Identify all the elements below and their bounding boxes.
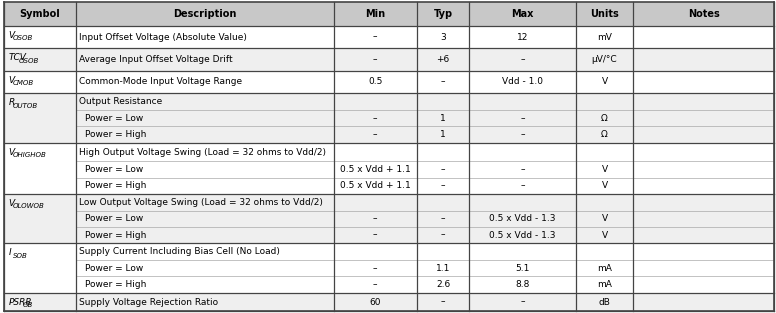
Text: V: V <box>601 231 608 239</box>
Text: Ω: Ω <box>601 130 608 139</box>
Text: V: V <box>9 31 15 40</box>
Text: +6: +6 <box>436 55 450 64</box>
Bar <box>4 26 774 48</box>
Text: dB: dB <box>598 297 611 306</box>
Text: 1: 1 <box>440 114 446 123</box>
Text: OB: OB <box>23 302 33 308</box>
Text: mA: mA <box>597 280 612 289</box>
Text: Power = Low: Power = Low <box>85 114 143 123</box>
Text: 8.8: 8.8 <box>515 280 530 289</box>
Text: Power = High: Power = High <box>85 130 146 139</box>
Text: Ω: Ω <box>601 114 608 123</box>
Text: 1.1: 1.1 <box>436 264 450 273</box>
Text: OLOWOB: OLOWOB <box>12 203 44 209</box>
Text: SOB: SOB <box>12 253 27 259</box>
Text: –: – <box>441 297 445 306</box>
Text: R: R <box>9 98 15 107</box>
Text: Supply Voltage Rejection Ratio: Supply Voltage Rejection Ratio <box>79 297 219 306</box>
Text: μV/°C: μV/°C <box>592 55 618 64</box>
Text: Power = High: Power = High <box>85 181 146 190</box>
Text: V: V <box>9 76 15 85</box>
Text: –: – <box>373 280 378 289</box>
Text: 0.5: 0.5 <box>368 77 383 86</box>
Text: –: – <box>373 33 378 42</box>
Bar <box>4 71 774 93</box>
Bar <box>4 143 774 194</box>
Text: V: V <box>601 214 608 223</box>
Text: Notes: Notes <box>688 9 720 19</box>
Text: 3: 3 <box>440 33 446 42</box>
Text: Input Offset Voltage (Absolute Value): Input Offset Voltage (Absolute Value) <box>79 33 248 42</box>
Text: –: – <box>373 264 378 273</box>
Text: OHIGHOB: OHIGHOB <box>12 152 47 158</box>
Text: Average Input Offset Voltage Drift: Average Input Offset Voltage Drift <box>79 55 233 64</box>
Text: –: – <box>441 214 445 223</box>
Bar <box>4 2 774 26</box>
Text: 12: 12 <box>517 33 528 42</box>
Text: –: – <box>373 114 378 123</box>
Text: Power = High: Power = High <box>85 280 146 289</box>
Text: –: – <box>373 231 378 239</box>
Text: –: – <box>520 114 525 123</box>
Text: Supply Current Including Bias Cell (No Load): Supply Current Including Bias Cell (No L… <box>79 247 280 256</box>
Text: –: – <box>373 55 378 64</box>
Text: Vdd - 1.0: Vdd - 1.0 <box>502 77 543 86</box>
Text: –: – <box>520 55 525 64</box>
Text: Max: Max <box>511 9 534 19</box>
Text: V: V <box>9 148 15 156</box>
Text: –: – <box>520 130 525 139</box>
Text: High Output Voltage Swing (Load = 32 ohms to Vdd/2): High Output Voltage Swing (Load = 32 ohm… <box>79 147 327 156</box>
Text: 1: 1 <box>440 130 446 139</box>
Text: 0.5 x Vdd - 1.3: 0.5 x Vdd - 1.3 <box>489 231 556 239</box>
Text: –: – <box>441 77 445 86</box>
Text: Symbol: Symbol <box>19 9 60 19</box>
Text: V: V <box>601 77 608 86</box>
Text: 0.5 x Vdd - 1.3: 0.5 x Vdd - 1.3 <box>489 214 556 223</box>
Text: –: – <box>441 181 445 190</box>
Bar <box>4 93 774 143</box>
Text: CMOB: CMOB <box>12 80 33 86</box>
Text: OSOB: OSOB <box>12 35 33 41</box>
Text: Min: Min <box>365 9 386 19</box>
Text: Power = Low: Power = Low <box>85 165 143 174</box>
Text: OSOB: OSOB <box>19 58 40 64</box>
Text: mA: mA <box>597 264 612 273</box>
Text: Typ: Typ <box>434 9 452 19</box>
Text: Common-Mode Input Voltage Range: Common-Mode Input Voltage Range <box>79 77 243 86</box>
Text: –: – <box>520 181 525 190</box>
Text: Units: Units <box>591 9 619 19</box>
Text: V: V <box>601 181 608 190</box>
Text: 2.6: 2.6 <box>436 280 450 289</box>
Text: PSRR: PSRR <box>9 298 32 306</box>
Text: 60: 60 <box>369 297 381 306</box>
Text: –: – <box>373 214 378 223</box>
Text: 5.1: 5.1 <box>515 264 530 273</box>
Text: 0.5 x Vdd + 1.1: 0.5 x Vdd + 1.1 <box>340 181 411 190</box>
Text: Power = High: Power = High <box>85 231 146 239</box>
Bar <box>4 194 774 243</box>
Text: V: V <box>9 199 15 208</box>
Text: Low Output Voltage Swing (Load = 32 ohms to Vdd/2): Low Output Voltage Swing (Load = 32 ohms… <box>79 198 324 207</box>
Bar <box>4 293 774 311</box>
Text: Output Resistance: Output Resistance <box>79 97 163 106</box>
Text: Description: Description <box>173 9 237 19</box>
Text: –: – <box>373 130 378 139</box>
Text: –: – <box>441 165 445 174</box>
Text: TCV: TCV <box>9 53 26 62</box>
Text: Power = Low: Power = Low <box>85 264 143 273</box>
Text: –: – <box>520 297 525 306</box>
Bar <box>4 48 774 71</box>
Bar <box>4 243 774 293</box>
Text: –: – <box>441 231 445 239</box>
Text: OUTOB: OUTOB <box>12 103 38 109</box>
Text: V: V <box>601 165 608 174</box>
Text: Power = Low: Power = Low <box>85 214 143 223</box>
Text: –: – <box>520 165 525 174</box>
Text: mV: mV <box>597 33 612 42</box>
Text: I: I <box>9 248 11 257</box>
Text: 0.5 x Vdd + 1.1: 0.5 x Vdd + 1.1 <box>340 165 411 174</box>
